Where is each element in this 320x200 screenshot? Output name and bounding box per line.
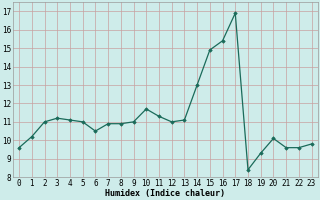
X-axis label: Humidex (Indice chaleur): Humidex (Indice chaleur): [105, 189, 225, 198]
